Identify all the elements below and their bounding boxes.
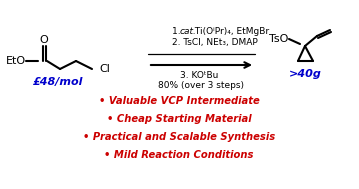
Text: • Valuable VCP Intermediate: • Valuable VCP Intermediate [99,96,259,106]
Text: • Mild Reaction Conditions: • Mild Reaction Conditions [104,150,254,160]
Text: >40g: >40g [289,69,321,79]
Text: Ti(OⁱPr)₄, EtMgBr: Ti(OⁱPr)₄, EtMgBr [192,26,270,36]
Text: 2. TsCl, NEt₃, DMAP: 2. TsCl, NEt₃, DMAP [172,37,257,46]
Text: 3. KOᵗBu: 3. KOᵗBu [180,70,218,80]
Text: • Practical and Scalable Synthesis: • Practical and Scalable Synthesis [83,132,275,142]
Text: 80% (over 3 steps): 80% (over 3 steps) [159,81,244,91]
Text: TsO: TsO [269,34,289,44]
Text: • Cheap Starting Material: • Cheap Starting Material [107,114,251,124]
Text: EtO: EtO [6,56,26,66]
Text: 1.: 1. [172,26,183,36]
Text: cat.: cat. [180,26,196,36]
Text: £48/mol: £48/mol [33,77,83,87]
Text: Cl: Cl [99,64,110,74]
Text: O: O [39,35,48,45]
